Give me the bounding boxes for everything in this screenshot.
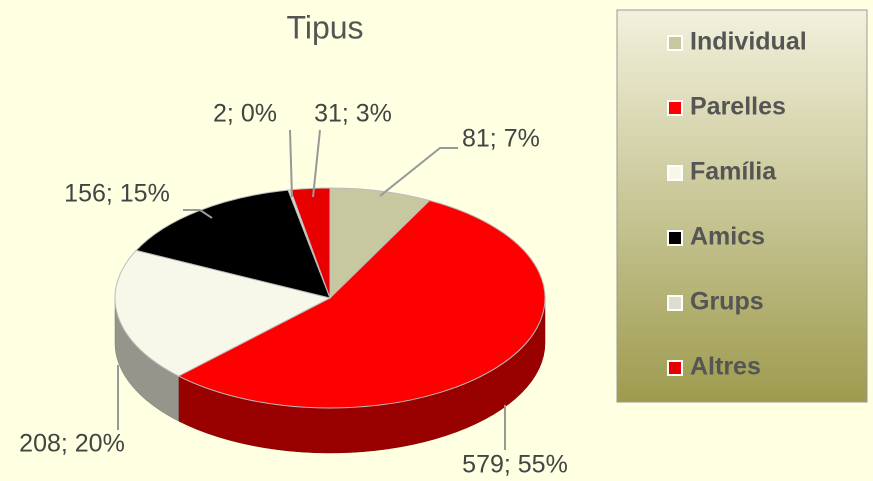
legend-swatch [667,100,683,116]
data-label: 2; 0% [213,100,277,128]
slice [177,199,546,409]
slice [289,187,331,299]
slice [135,189,331,299]
legend-swatch [667,165,683,181]
legend-swatch [667,230,683,246]
legend-swatch [667,295,683,311]
legend-label: Parelles [690,93,786,121]
legend-swatch [667,35,683,51]
slice [329,187,431,300]
legend-swatch [667,360,683,376]
data-label: 208; 20% [19,430,125,458]
leader-line [183,209,213,219]
legend-box [616,9,868,403]
leader-line [379,147,458,197]
legend-label: Família [690,158,777,186]
data-label: 31; 3% [314,100,392,128]
legend-label: Individual [690,28,807,56]
slice [114,249,332,377]
legend-label: Altres [690,353,761,381]
chart-title: Tipus [286,9,363,45]
legend-label: Grups [690,288,764,316]
data-label: 579; 55% [462,451,568,479]
legend-label: Amics [690,223,765,251]
leader-line [312,129,321,198]
leader-line [289,129,293,198]
data-label: 81; 7% [462,125,540,153]
data-label: 156; 15% [64,180,170,208]
